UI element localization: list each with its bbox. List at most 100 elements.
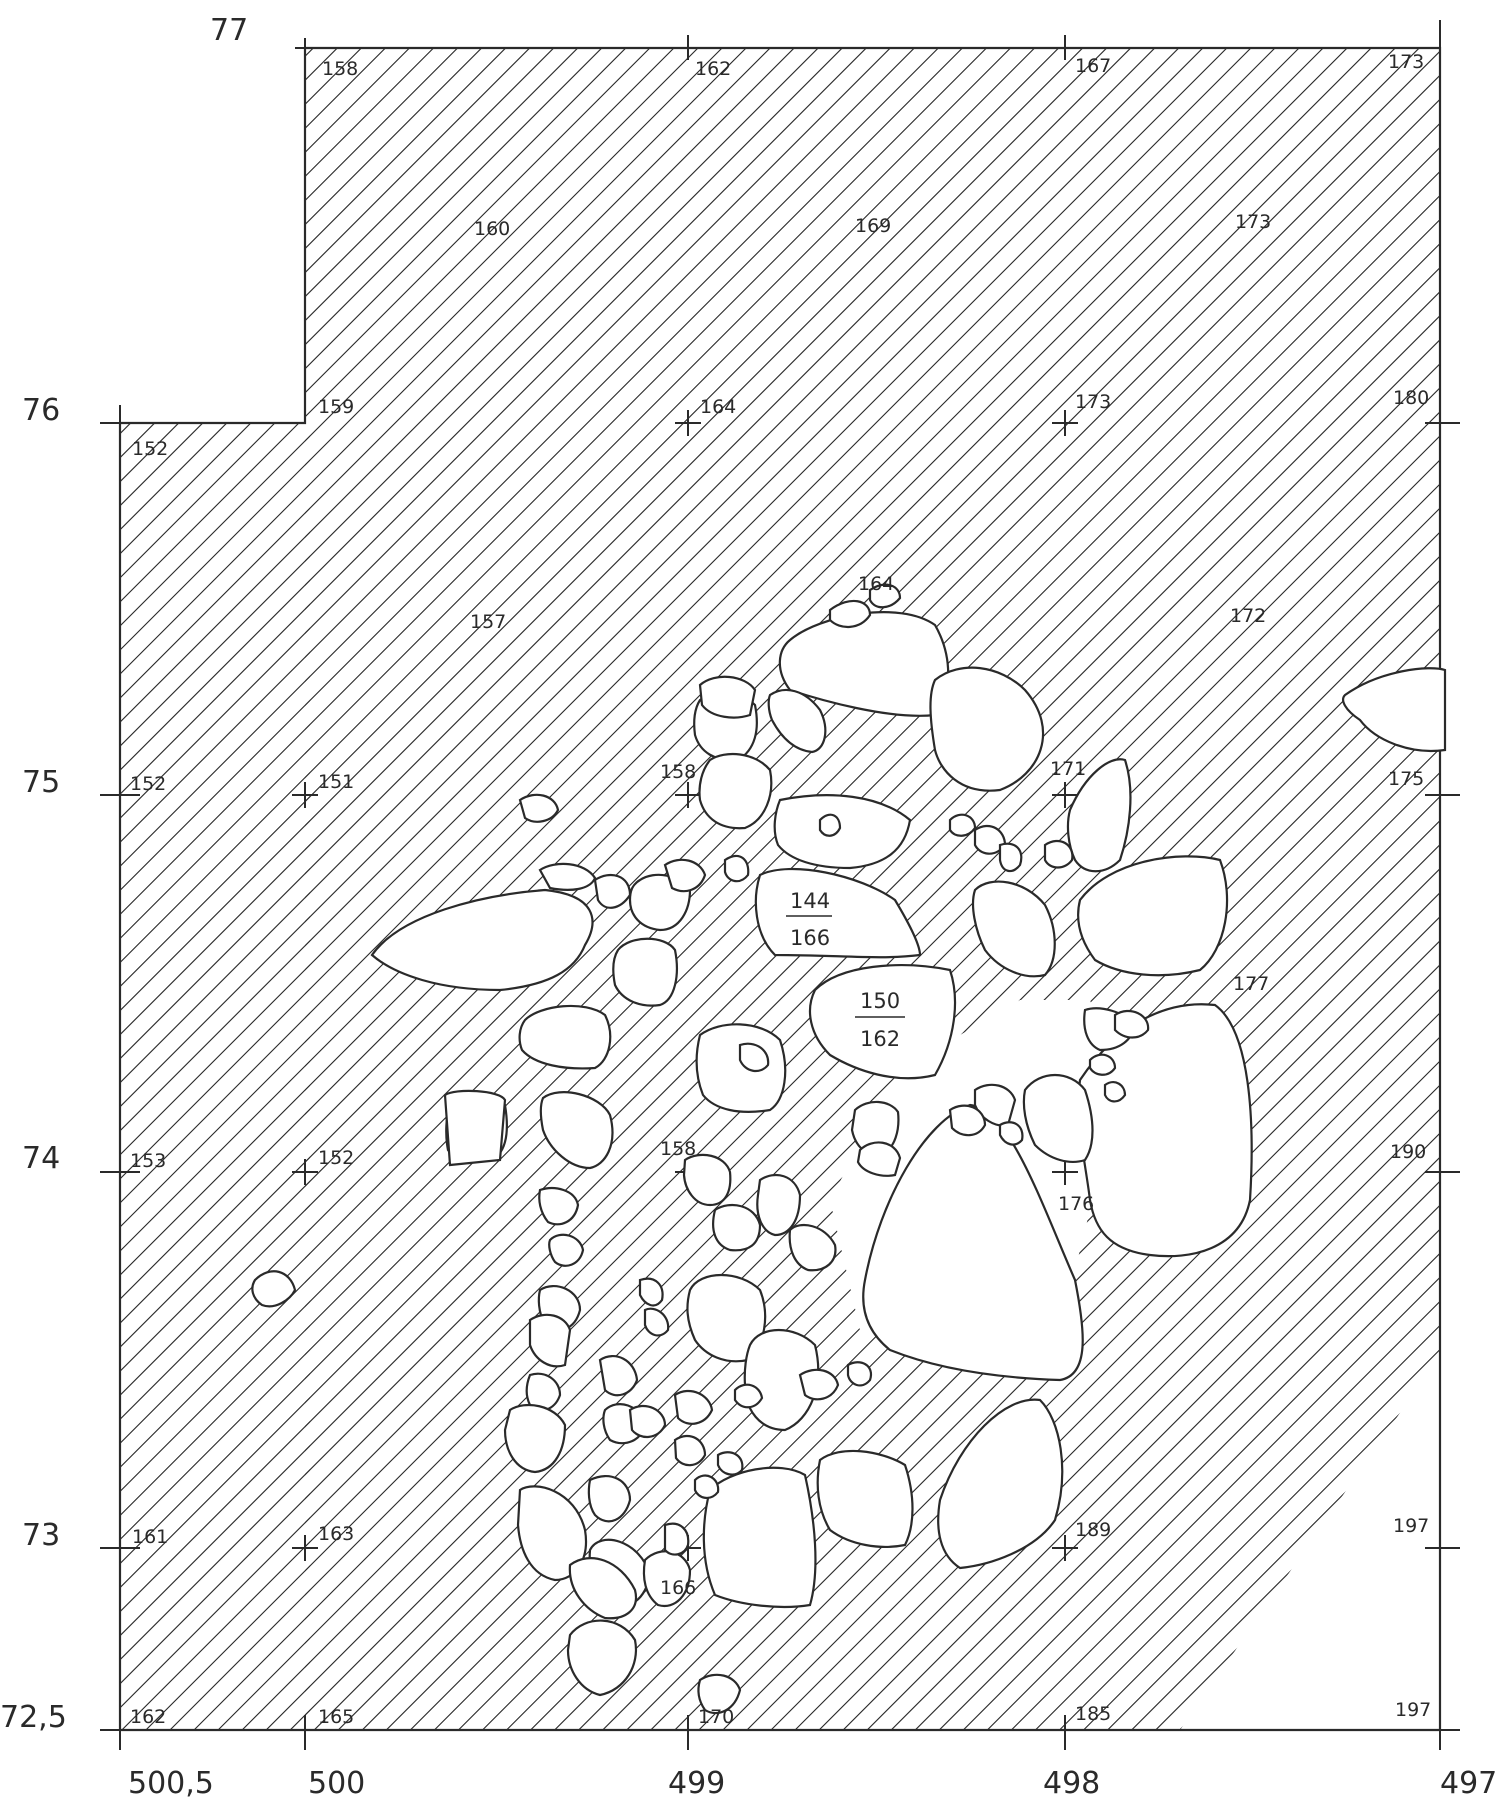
stone <box>598 1354 639 1397</box>
elevation-label: 175 <box>1388 768 1424 790</box>
stone <box>998 1121 1024 1146</box>
elevation-label: 173 <box>1235 211 1271 233</box>
stone <box>733 1383 764 1409</box>
x-axis-label-500-5: 500,5 <box>128 1766 214 1801</box>
stone <box>756 1173 802 1237</box>
stone <box>716 1451 744 1476</box>
stone <box>738 1042 770 1073</box>
stone <box>948 1104 987 1137</box>
stone <box>998 842 1023 873</box>
y-axis-label-74: 74 <box>22 1141 60 1176</box>
stone <box>566 1619 638 1697</box>
stone <box>1022 1074 1094 1163</box>
elevation-label: 158 <box>660 761 696 783</box>
stone-label-2-top: 150 <box>860 989 900 1013</box>
stone-label-1: 144 166 <box>786 889 832 950</box>
elevation-label: 189 <box>1075 1519 1111 1541</box>
elevation-label: 158 <box>660 1138 696 1160</box>
elevation-label: 173 <box>1075 391 1111 413</box>
elevation-label: 162 <box>695 58 731 80</box>
stone <box>929 666 1045 792</box>
elevation-label: 180 <box>1393 387 1429 409</box>
elevation-label: 162 <box>130 1706 166 1728</box>
stone <box>698 675 757 719</box>
elevation-label: 152 <box>132 438 168 460</box>
stone <box>693 1474 720 1499</box>
elevation-label: 161 <box>132 1526 168 1548</box>
stone <box>767 688 827 754</box>
elevation-label: 152 <box>318 1147 354 1169</box>
y-axis-label-75: 75 <box>22 765 60 800</box>
stone <box>612 937 678 1007</box>
stone <box>948 813 977 837</box>
stone <box>518 1004 612 1070</box>
stone <box>1088 1053 1117 1076</box>
stone-label-2-bottom: 162 <box>860 1027 900 1051</box>
stone <box>846 1361 873 1387</box>
y-axis-label-72-5: 72,5 <box>0 1700 67 1735</box>
y-axis-label-73: 73 <box>22 1518 60 1553</box>
stone <box>1342 667 1447 753</box>
stone <box>850 1100 900 1157</box>
stone-label-1-top: 144 <box>790 889 830 913</box>
elevation-label: 190 <box>1390 1141 1426 1163</box>
stone <box>528 1313 572 1368</box>
stone <box>828 599 872 628</box>
grid-crosses <box>292 410 1078 1561</box>
elevation-label: 152 <box>130 773 166 795</box>
stone <box>868 583 902 609</box>
stone <box>370 888 594 992</box>
x-axis-label-499: 499 <box>668 1766 725 1801</box>
elevation-label: 159 <box>318 396 354 418</box>
stone <box>628 1404 667 1438</box>
elevation-label: 163 <box>318 1523 354 1545</box>
stone-label-2: 150 162 <box>855 989 905 1051</box>
stone <box>754 867 922 959</box>
stone <box>663 1522 690 1556</box>
stone <box>538 862 597 891</box>
elevation-label: 173 <box>1388 51 1424 73</box>
stone <box>1043 839 1074 869</box>
stone <box>1103 1081 1127 1103</box>
stone <box>663 858 707 893</box>
stone <box>702 1466 817 1609</box>
elevation-label: 172 <box>1230 605 1266 627</box>
elevation-label: 176 <box>1058 1193 1094 1215</box>
stone <box>638 1277 664 1307</box>
axis-labels: 77 76 75 74 73 72,5 500,5 500 499 498 49… <box>0 13 1497 1801</box>
hatched-soil-area-left <box>120 423 310 1730</box>
elevation-label: 171 <box>1050 758 1086 780</box>
elevation-label: 197 <box>1393 1515 1429 1537</box>
stone <box>443 1089 507 1167</box>
stones <box>251 583 1447 1715</box>
y-axis-label-77: 77 <box>210 13 248 48</box>
stone <box>1077 855 1229 977</box>
stone <box>503 1403 567 1474</box>
elevation-label: 157 <box>470 611 506 633</box>
stone-label-1-bottom: 166 <box>790 926 830 950</box>
stone <box>971 880 1056 978</box>
elevation-label: 185 <box>1075 1703 1111 1725</box>
elevation-label: 160 <box>474 218 510 240</box>
stone <box>773 794 912 870</box>
elevation-label: 170 <box>698 1706 734 1728</box>
stone <box>798 1368 840 1401</box>
stone <box>251 1270 297 1308</box>
stone <box>743 1328 820 1432</box>
stone <box>518 793 560 823</box>
elevation-label: 169 <box>855 215 891 237</box>
stone <box>808 964 957 1080</box>
stone <box>1077 1003 1253 1258</box>
stone <box>856 1141 902 1177</box>
stone <box>862 1103 1084 1382</box>
stone <box>593 873 632 909</box>
elevation-label: 151 <box>318 771 354 793</box>
stone <box>643 1307 670 1337</box>
stone <box>712 1203 762 1252</box>
stone <box>538 1187 580 1226</box>
elevation-label: 164 <box>858 573 894 595</box>
stone <box>1113 1009 1150 1039</box>
stone <box>698 753 773 830</box>
stone <box>695 1023 787 1113</box>
